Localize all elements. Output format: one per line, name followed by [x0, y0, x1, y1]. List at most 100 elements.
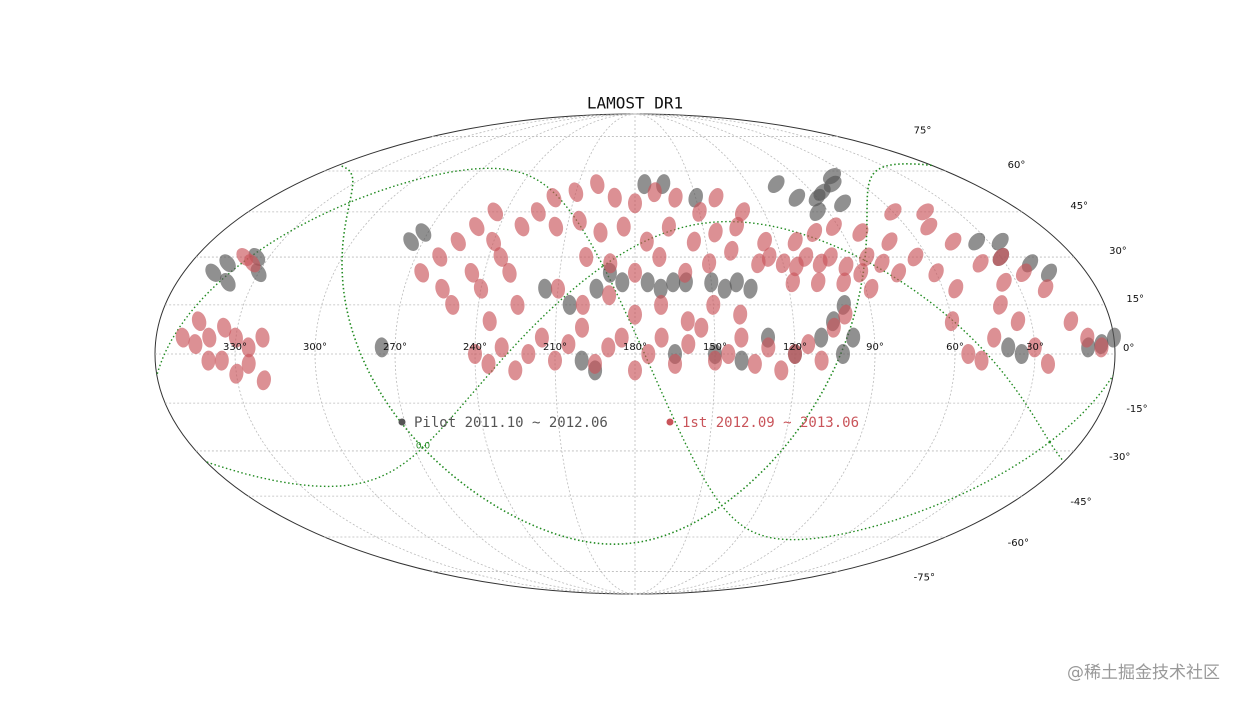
plate — [482, 311, 497, 332]
plate — [575, 294, 590, 315]
contour-label: 0.0 — [416, 442, 431, 452]
plate — [680, 311, 695, 332]
x-tick-label: 150° — [703, 342, 727, 353]
plate — [993, 295, 1008, 315]
plate — [724, 240, 739, 261]
plate — [589, 278, 604, 299]
x-tick-label: 210° — [543, 342, 567, 353]
plate — [652, 247, 667, 267]
plate — [467, 344, 483, 364]
plate — [236, 248, 254, 266]
plate — [890, 263, 907, 283]
plate — [846, 327, 861, 348]
x-tick-label: 300° — [303, 342, 327, 353]
tick-labels: 330° 300° 270° 240° 210° 180° 150° 120° 90° 60° 30… — [223, 126, 1148, 584]
y-tick-label: 30° — [1109, 246, 1127, 257]
plate — [574, 350, 589, 371]
plate — [948, 279, 964, 299]
plate — [1106, 327, 1121, 348]
plate — [809, 202, 826, 222]
plate — [916, 203, 934, 221]
plate — [486, 231, 502, 252]
x-tick-label: 60° — [946, 342, 964, 353]
plate — [628, 262, 642, 283]
plate — [944, 311, 960, 332]
plate — [521, 344, 536, 364]
plate — [884, 203, 902, 221]
chart-title: LAMOST DR1 — [587, 94, 683, 113]
plate — [510, 294, 525, 315]
plate — [822, 247, 838, 267]
plate — [205, 263, 222, 282]
plate — [859, 247, 875, 267]
plate — [217, 317, 232, 338]
plate — [686, 231, 701, 252]
plate — [435, 278, 450, 299]
plate — [757, 231, 772, 252]
plate — [991, 232, 1009, 251]
plate — [561, 334, 576, 355]
plate — [538, 278, 553, 299]
plate — [787, 344, 803, 364]
plate — [814, 327, 829, 348]
x-tick-label: 30° — [1026, 342, 1044, 353]
plate — [814, 350, 829, 371]
plate — [487, 202, 504, 222]
legend-label: 1st 2012.09 ~ 2013.06 — [682, 415, 859, 431]
y-tick-label: 60° — [1008, 160, 1026, 171]
x-tick-label: 330° — [223, 342, 247, 353]
y-tick-label: 45° — [1070, 201, 1088, 212]
plate — [1063, 311, 1079, 332]
plate — [863, 278, 879, 299]
y-tick-label: -30° — [1109, 452, 1130, 463]
galactic-meridian — [206, 265, 1065, 488]
grid-line — [554, 113, 636, 595]
plate — [702, 253, 717, 274]
plate — [202, 327, 217, 348]
plate — [717, 278, 732, 299]
plate — [787, 231, 803, 252]
plate — [974, 350, 989, 371]
plate — [972, 254, 989, 273]
plate — [445, 294, 460, 315]
plates — [175, 168, 1121, 391]
plate — [450, 232, 466, 252]
legend-marker — [398, 418, 406, 426]
plate — [834, 194, 852, 213]
plate — [987, 327, 1002, 348]
plate — [928, 263, 944, 283]
y-tick-label: -45° — [1070, 497, 1091, 508]
plate — [707, 350, 723, 371]
plate — [788, 188, 806, 207]
plate — [881, 232, 898, 251]
plate — [590, 174, 605, 194]
plate — [907, 247, 924, 267]
plate — [694, 317, 709, 338]
plate — [593, 222, 608, 243]
plate — [502, 262, 517, 283]
plate — [961, 344, 976, 364]
plate — [801, 334, 816, 355]
plate — [661, 216, 676, 237]
x-tick-label: 120° — [783, 342, 807, 353]
grid-line — [634, 113, 716, 595]
plate — [494, 337, 509, 358]
x-tick-label: 90° — [866, 342, 884, 353]
plate — [641, 344, 656, 364]
plate — [825, 217, 842, 236]
plate — [874, 253, 890, 273]
plate — [175, 327, 190, 348]
y-tick-label: 15° — [1126, 294, 1144, 305]
plate — [188, 334, 203, 355]
plate — [241, 353, 256, 374]
plate — [219, 254, 236, 273]
plate — [256, 370, 271, 391]
legend: Pilot 2011.10 ~ 2012.06 1st 2012.09 ~ 201… — [398, 415, 859, 431]
plate — [374, 337, 389, 358]
legend-label: Pilot 2011.10 ~ 2012.06 — [414, 415, 608, 431]
plate — [547, 350, 563, 371]
plate — [602, 285, 617, 306]
plate — [704, 272, 719, 293]
plate — [785, 272, 800, 293]
